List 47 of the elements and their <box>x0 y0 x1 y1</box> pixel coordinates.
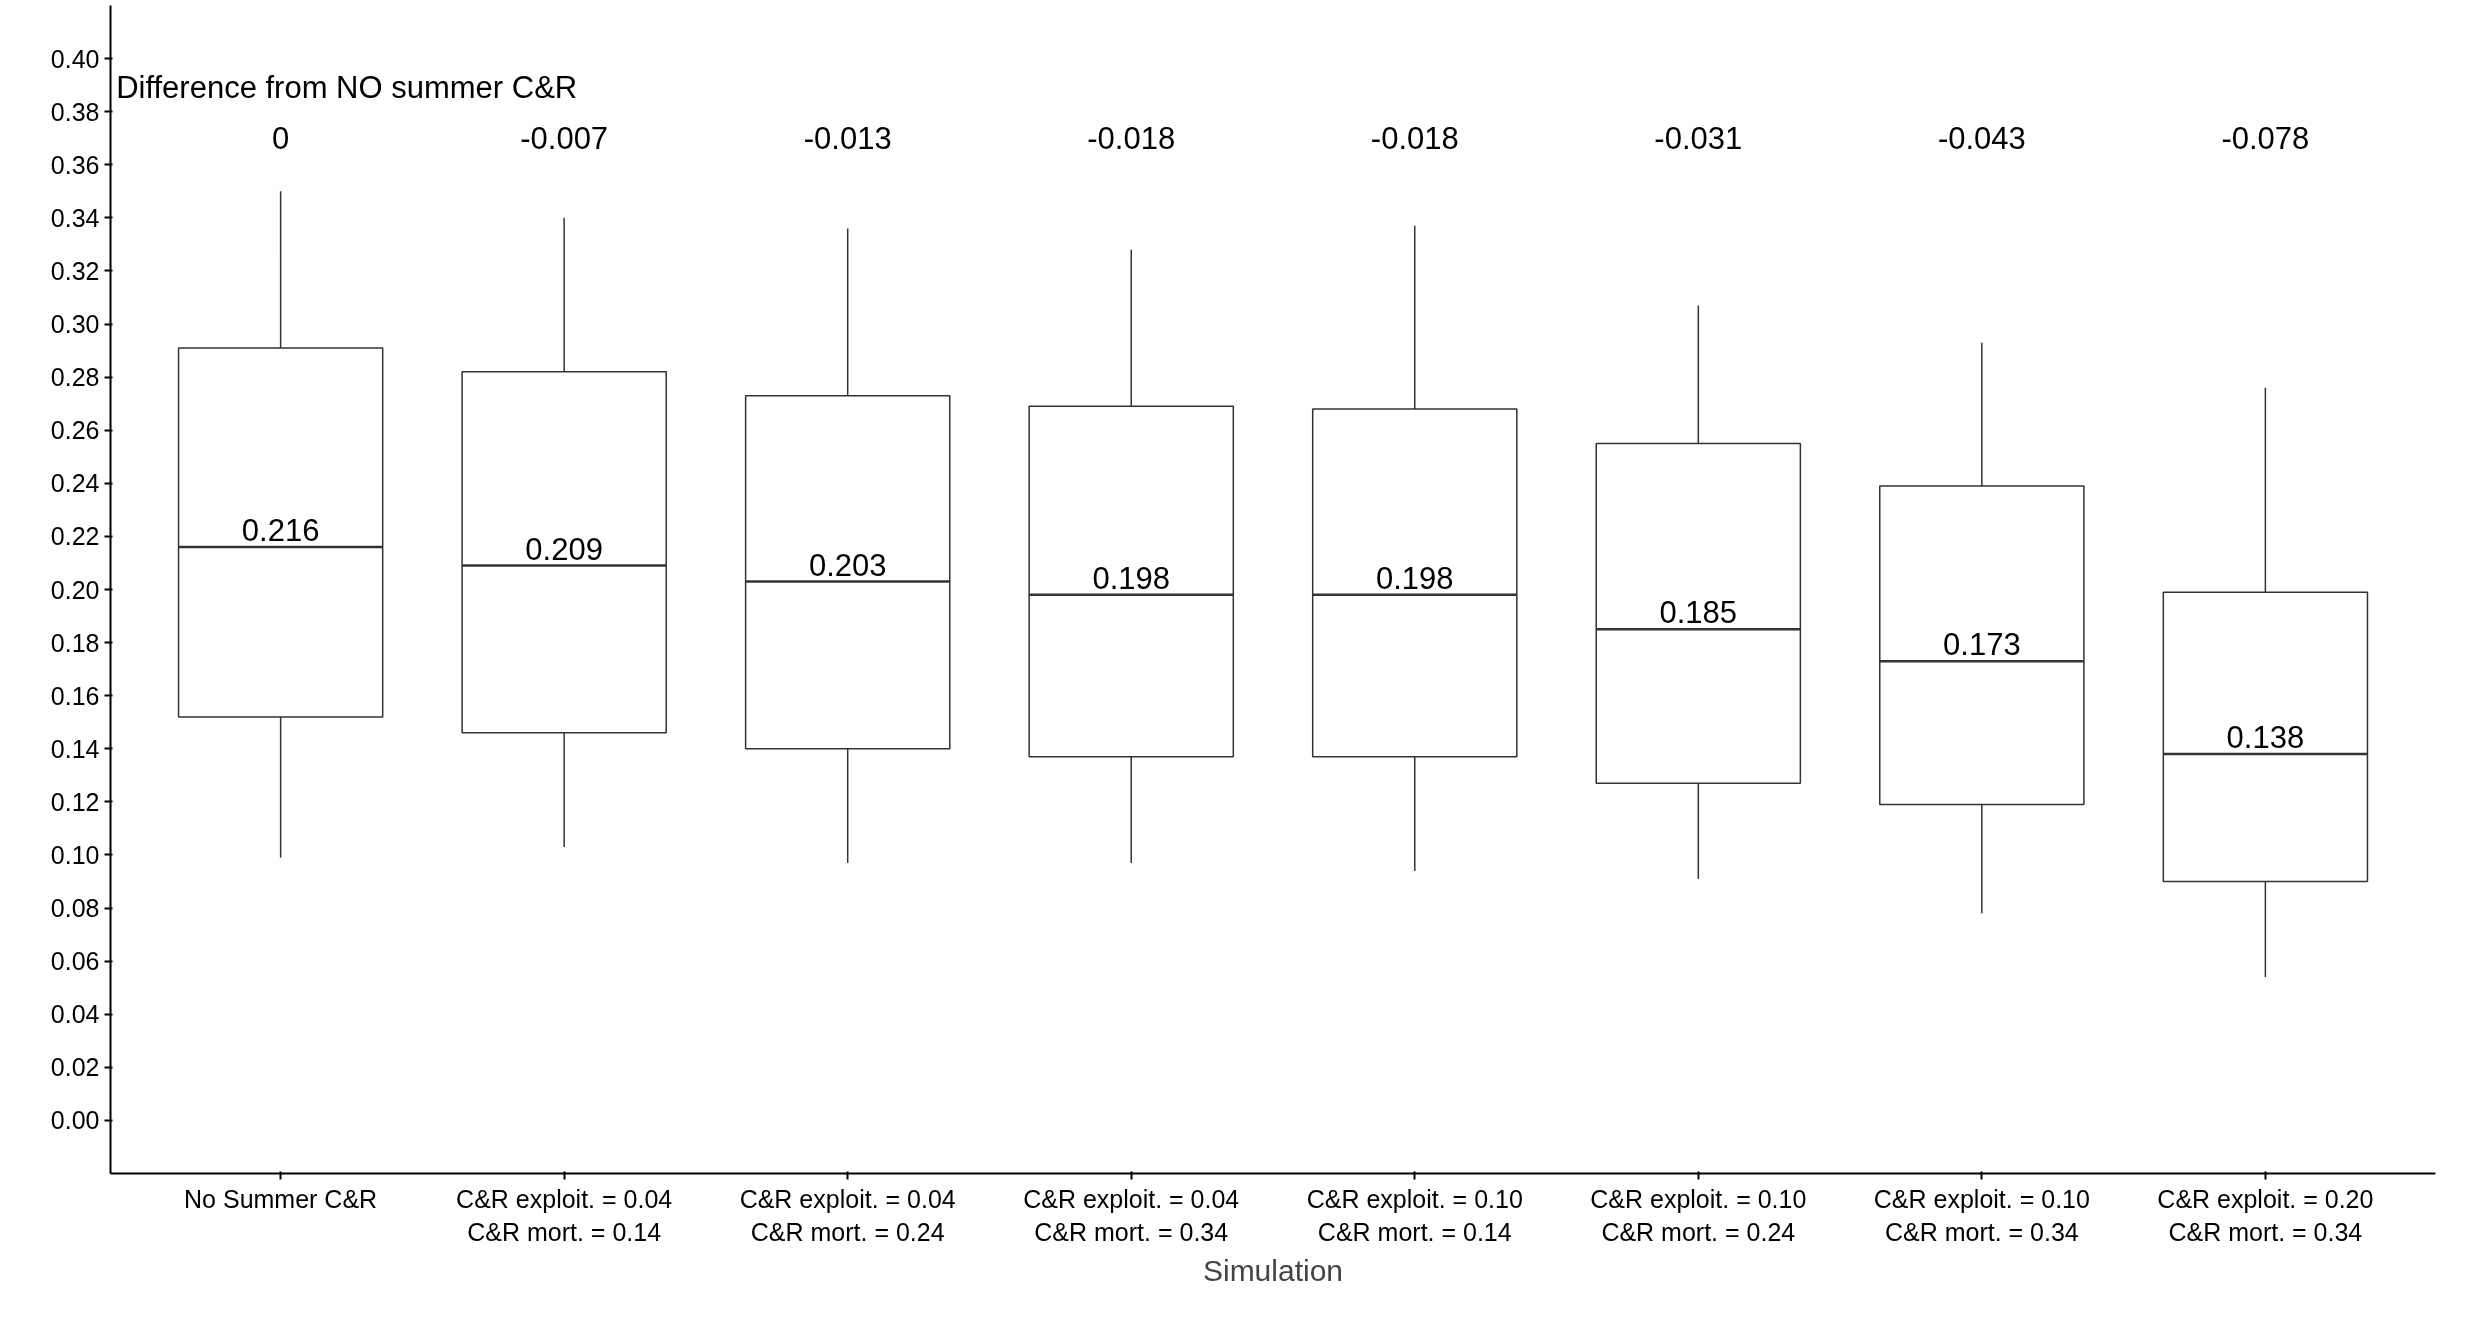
annotation: -0.043 <box>1937 121 2026 157</box>
y-tick-label: 0.18 <box>50 628 100 657</box>
y-tick-label: 0.24 <box>50 469 100 498</box>
y-tick-label: 0.30 <box>50 310 100 339</box>
y-tick-label: 0.22 <box>50 522 100 551</box>
annotation: -0.018 <box>1370 121 1459 157</box>
x-tick-label: C&R exploit. = 0.04 C&R mort. = 0.14 <box>456 1184 673 1247</box>
annotation: Difference from NO summer C&R <box>116 70 578 106</box>
y-tick-label: 0.12 <box>50 787 100 816</box>
y-tick-label: 0.32 <box>50 256 100 285</box>
y-tick-label: 0.04 <box>50 1000 100 1029</box>
text: 0.203 <box>808 547 887 583</box>
y-tick-label: 0.26 <box>50 416 100 445</box>
annotation: -0.018 <box>1087 121 1176 157</box>
x-tick-label: C&R exploit. = 0.04 C&R mort. = 0.24 <box>739 1184 956 1247</box>
text: 0.138 <box>2226 720 2305 756</box>
annotation: 0 <box>272 121 290 157</box>
annotation: -0.078 <box>2221 121 2310 157</box>
y-tick-label: 0.14 <box>50 734 100 763</box>
text: 0.216 <box>241 513 320 549</box>
y-tick-label: 0.34 <box>50 203 100 232</box>
annotation: -0.007 <box>520 121 609 157</box>
x-tick-label: C&R exploit. = 0.10 C&R mort. = 0.24 <box>1590 1184 1807 1247</box>
x-tick-label: C&R exploit. = 0.10 C&R mort. = 0.34 <box>1873 1184 2090 1247</box>
x-tick-label: C&R exploit. = 0.20 C&R mort. = 0.34 <box>2157 1184 2374 1247</box>
y-tick-label: 0.38 <box>50 97 100 126</box>
y-tick-label: 0.36 <box>50 150 100 179</box>
y-tick-label: 0.10 <box>50 840 100 869</box>
text: 0.198 <box>1092 560 1171 596</box>
y-tick-label: 0.06 <box>50 947 100 976</box>
annotation: -0.031 <box>1654 121 1743 157</box>
y-tick-label: 0.40 <box>50 44 100 73</box>
y-tick-label: 0.20 <box>50 575 100 604</box>
x-axis-title: Simulation <box>1202 1254 1344 1288</box>
y-tick-label: 0.28 <box>50 363 100 392</box>
x-tick-label: C&R exploit. = 0.04 C&R mort. = 0.34 <box>1023 1184 1240 1247</box>
y-tick-label: 0.08 <box>50 894 100 923</box>
x-tick-label: C&R exploit. = 0.10 C&R mort. = 0.14 <box>1306 1184 1523 1247</box>
y-tick-label: 0.00 <box>50 1106 100 1135</box>
x-tick-label: No Summer C&R <box>184 1184 378 1213</box>
text: 0.198 <box>1375 560 1454 596</box>
text: 0.209 <box>525 531 603 567</box>
annotation: -0.013 <box>803 121 892 157</box>
text: 0.173 <box>1943 627 2021 663</box>
y-tick-label: 0.02 <box>50 1053 100 1082</box>
y-tick-label: 0.16 <box>50 681 100 710</box>
text: 0.185 <box>1659 595 1738 631</box>
